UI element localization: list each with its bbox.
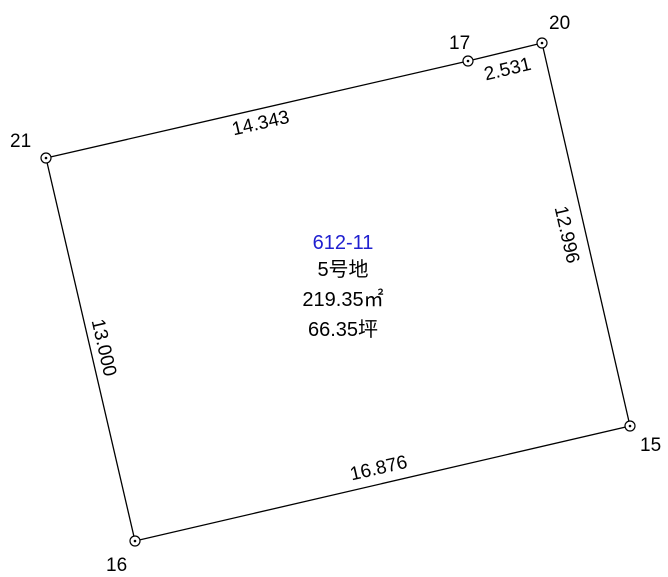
parcel-boundary bbox=[45, 42, 631, 542]
edge-length-20-15: 12.996 bbox=[550, 204, 584, 265]
marker-16 bbox=[129, 535, 141, 547]
parcel-number: 612-11 bbox=[313, 232, 374, 254]
edge-length-15-16: 16.876 bbox=[348, 452, 409, 486]
edge-length-21-17: 14.343 bbox=[230, 107, 291, 141]
point-label-17: 17 bbox=[449, 33, 470, 54]
edge-length-16-21: 13.000 bbox=[87, 317, 121, 378]
marker-20 bbox=[536, 37, 548, 49]
edge-length-17-20: 2.531 bbox=[482, 54, 533, 86]
lot-name: 5号地 bbox=[317, 258, 368, 281]
marker-21 bbox=[40, 152, 52, 164]
marker-17 bbox=[462, 55, 474, 67]
point-label-20: 20 bbox=[549, 13, 570, 34]
point-label-16: 16 bbox=[106, 555, 127, 576]
point-label-21: 21 bbox=[10, 131, 31, 152]
area-tsubo: 66.35坪 bbox=[308, 318, 378, 341]
point-label-15: 15 bbox=[640, 435, 661, 456]
area-square-meters: 219.35㎡ bbox=[302, 287, 383, 311]
marker-15 bbox=[624, 420, 636, 432]
